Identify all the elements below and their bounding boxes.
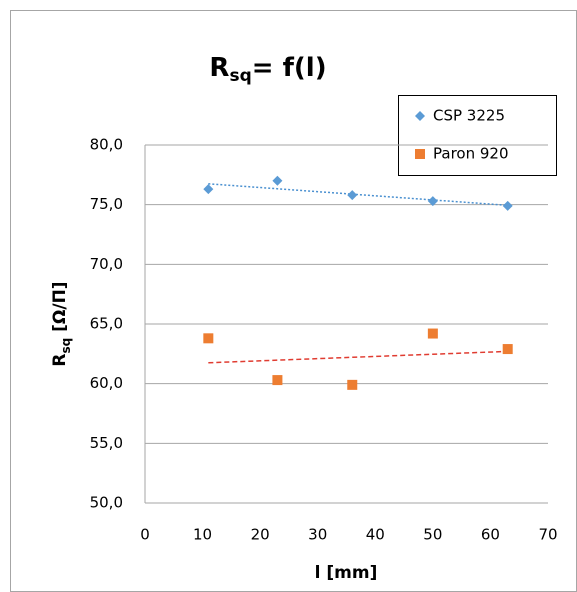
data-point (347, 190, 358, 201)
data-point (427, 196, 438, 207)
data-point (203, 184, 214, 195)
x-tick-label: 30 (308, 526, 327, 544)
data-point (427, 328, 438, 339)
x-tick-label: 0 (140, 526, 150, 544)
legend-box (398, 95, 557, 176)
y-tick-label: 80,0 (90, 136, 123, 154)
y-tick-label: 65,0 (90, 315, 123, 333)
chart-title: Rsq= f(l) (209, 53, 326, 87)
y-tick-label: 75,0 (90, 195, 123, 213)
legend-marker (415, 149, 425, 159)
y-tick-label: 55,0 (90, 434, 123, 452)
data-point (272, 175, 283, 186)
data-point (502, 200, 513, 211)
x-axis-label: l [mm] (315, 563, 378, 583)
title-text: R (209, 53, 229, 83)
x-tick-label: 50 (423, 526, 442, 544)
label-text: [Ω/Π] (50, 281, 70, 337)
x-tick-label: 10 (193, 526, 212, 544)
y-tick-label: 50,0 (90, 494, 123, 512)
x-tick-label: 70 (538, 526, 557, 544)
legend-label: CSP 3225 (433, 107, 505, 125)
y-axis-label: Rsq [Ω/Π] (50, 281, 73, 366)
label-text: R (50, 354, 70, 367)
label-subscript: sq (59, 338, 73, 354)
x-tick-label: 60 (481, 526, 500, 544)
x-tick-label: 40 (366, 526, 385, 544)
x-tick-label: 20 (251, 526, 270, 544)
legend-marker (415, 111, 425, 121)
title-subscript: sq (229, 66, 251, 86)
y-tick-label: 60,0 (90, 374, 123, 392)
legend-label: Paron 920 (433, 145, 508, 163)
data-point (502, 344, 513, 355)
y-tick-label: 70,0 (90, 255, 123, 273)
title-text: = f(l) (252, 53, 327, 83)
data-point (272, 375, 283, 386)
data-point (203, 333, 214, 344)
data-point (347, 379, 358, 390)
trend-line (208, 350, 508, 364)
